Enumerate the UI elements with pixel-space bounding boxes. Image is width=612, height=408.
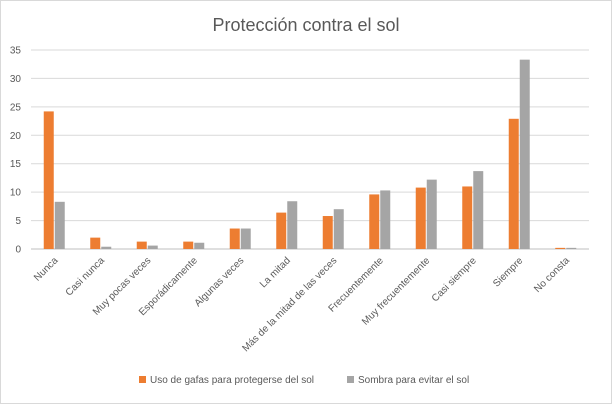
- bar-sombra: [426, 179, 437, 249]
- bar-sombra: [566, 247, 577, 249]
- x-tick-label: Siempre: [491, 255, 525, 289]
- y-tick-label: 10: [10, 188, 22, 199]
- x-tick-label: Algunas veces: [193, 255, 247, 309]
- y-tick-label: 0: [15, 245, 21, 256]
- legend-swatch: [139, 376, 146, 383]
- bar-gafas: [415, 187, 426, 249]
- bars: [43, 59, 577, 250]
- gridlines: [31, 49, 589, 250]
- bar-sombra: [147, 245, 158, 249]
- bar-gafas: [43, 111, 54, 249]
- bar-gafas: [90, 237, 101, 249]
- bar-gafas: [462, 186, 473, 249]
- bar-sombra: [101, 246, 112, 249]
- y-tick-label: 5: [15, 216, 21, 227]
- y-axis-ticks: 0 5 10 15 20 25 30 35: [10, 46, 22, 256]
- chart-title: Protección contra el sol: [212, 15, 399, 35]
- legend: Uso de gafas para protegerse del sol Somb…: [139, 375, 469, 386]
- bar-gafas: [276, 212, 287, 249]
- bar-sombra: [287, 201, 298, 249]
- bar-sombra: [519, 59, 530, 250]
- bar-gafas: [229, 228, 240, 249]
- bar-sombra: [333, 209, 344, 249]
- legend-label: Uso de gafas para protegerse del sol: [150, 375, 314, 386]
- legend-label: Sombra para evitar el sol: [358, 375, 469, 386]
- bar-sombra: [473, 171, 484, 249]
- bar-sombra: [380, 190, 391, 249]
- bar-gafas: [508, 118, 519, 249]
- bar-sombra: [240, 228, 251, 249]
- x-tick-label: Más de la mitad de las veces: [240, 255, 339, 354]
- bar-gafas: [136, 241, 147, 249]
- y-tick-label: 30: [10, 74, 22, 85]
- bar-sombra: [194, 242, 205, 249]
- y-tick-label: 25: [10, 102, 22, 113]
- bar-gafas: [369, 194, 380, 249]
- y-tick-label: 15: [10, 159, 22, 170]
- bar-gafas: [183, 241, 194, 249]
- legend-swatch: [347, 376, 354, 383]
- x-tick-label: Casi nunca: [64, 255, 107, 298]
- bar-gafas: [555, 247, 566, 249]
- y-tick-label: 20: [10, 131, 22, 142]
- bar-sombra: [54, 201, 65, 249]
- x-tick-label: Nunca: [32, 255, 61, 284]
- x-tick-label: La mitad: [258, 255, 293, 290]
- x-tick-label: Casi siempre: [430, 255, 479, 304]
- bar-gafas: [322, 216, 333, 249]
- x-tick-label: No consta: [532, 255, 572, 295]
- y-tick-label: 35: [10, 46, 22, 57]
